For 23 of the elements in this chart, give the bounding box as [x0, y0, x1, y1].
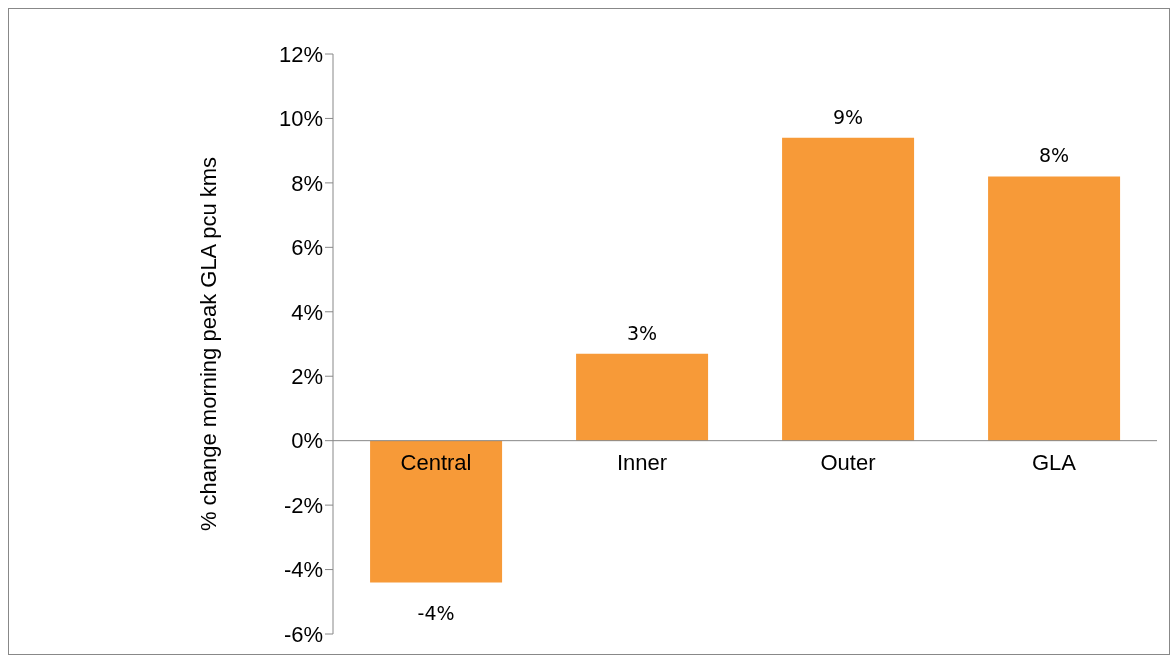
bar: [576, 353, 709, 441]
data-label: 9%: [833, 105, 864, 128]
y-tick-label: 4%: [291, 299, 323, 325]
x-tick-label: GLA: [1031, 450, 1077, 476]
x-tick-label: Outer: [820, 450, 876, 476]
x-tick-label: Inner: [616, 450, 668, 476]
data-label: 3%: [627, 321, 658, 344]
bar: [782, 137, 915, 441]
bar: [988, 176, 1121, 441]
data-label: 8%: [1039, 144, 1070, 167]
y-tick-label: 12%: [278, 41, 323, 67]
y-tick-label: 2%: [291, 364, 323, 390]
y-axis-title: % change morning peak GLA pcu kms: [195, 156, 221, 532]
bar: [370, 440, 503, 583]
y-tick-label: 8%: [291, 170, 323, 196]
data-label: -4%: [417, 602, 455, 625]
y-tick-label: 10%: [278, 106, 323, 132]
y-tick-label: 6%: [291, 235, 323, 261]
y-tick-label: -2%: [283, 492, 323, 518]
x-tick-label: Central: [400, 450, 472, 476]
y-tick-label: -4%: [283, 557, 323, 583]
y-tick-label: 0%: [291, 428, 323, 454]
y-tick-label: -6%: [283, 621, 323, 647]
